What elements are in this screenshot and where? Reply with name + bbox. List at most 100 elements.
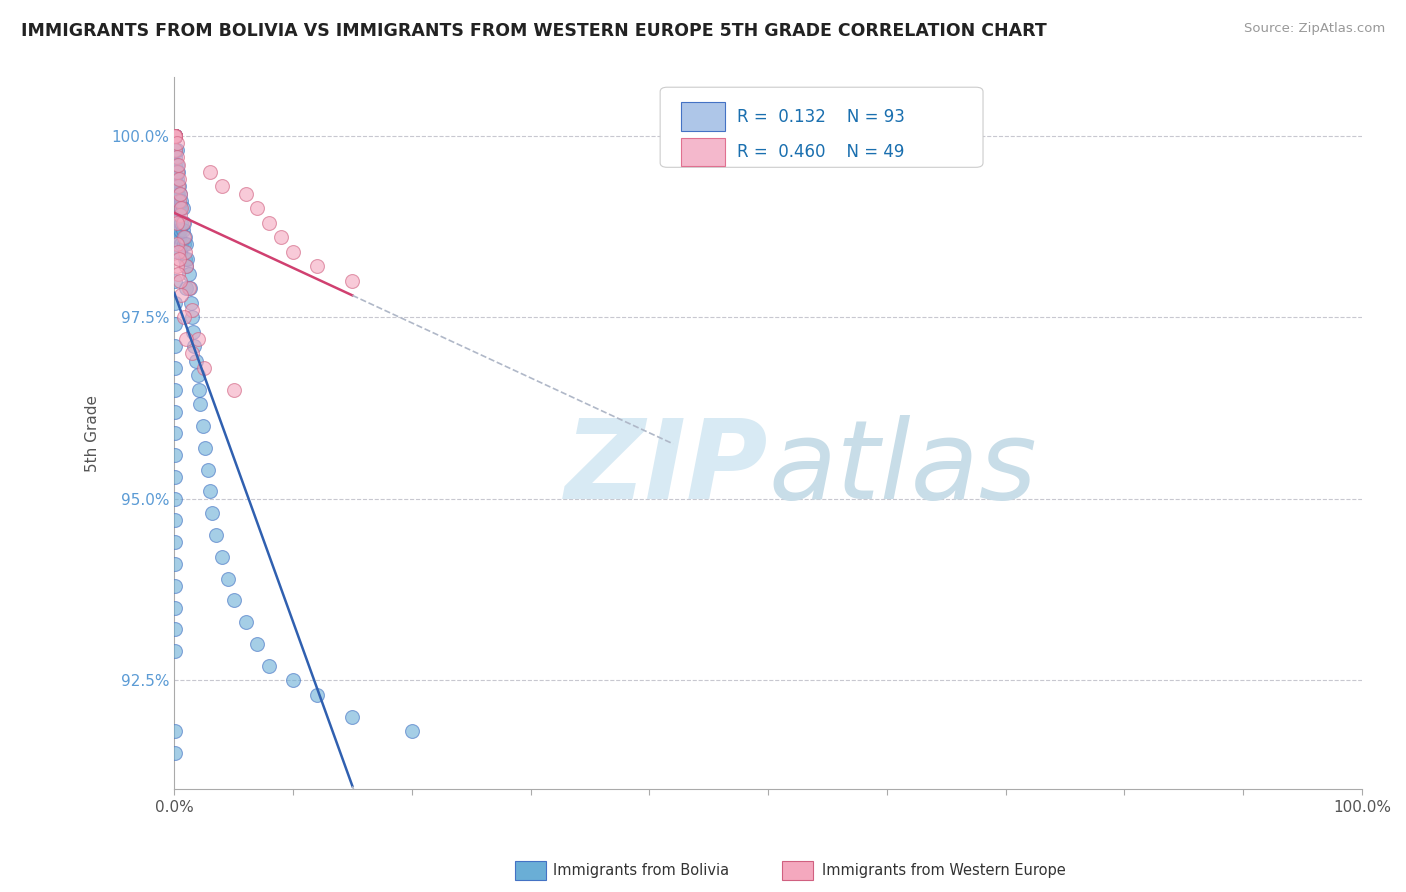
Point [246, 201, 269, 215]
Text: IMMIGRANTS FROM BOLIVIA VS IMMIGRANTS FROM WESTERN EUROPE 5TH GRADE CORRELATION : IMMIGRANTS FROM BOLIVIA VS IMMIGRANTS FR… [21, 22, 1047, 40]
Point [165, 295, 187, 310]
Point [181, 302, 204, 317]
Point [181, 310, 204, 324]
Point [165, 128, 187, 143]
Point [173, 310, 195, 324]
Point [184, 353, 207, 368]
Point [187, 368, 209, 383]
Point [165, 644, 187, 658]
Y-axis label: 5th Grade: 5th Grade [86, 395, 100, 472]
Point [170, 194, 193, 208]
Point [169, 201, 191, 215]
Point [165, 128, 187, 143]
Point [165, 426, 187, 441]
Point [165, 470, 187, 484]
Point [165, 128, 187, 143]
Point [165, 143, 187, 157]
Point [165, 179, 187, 194]
Point [166, 223, 188, 237]
Point [174, 244, 197, 259]
Point [198, 484, 221, 499]
Text: R =  0.132    N = 93: R = 0.132 N = 93 [737, 108, 905, 126]
Point [194, 441, 217, 455]
Point [174, 259, 197, 273]
Point [166, 158, 188, 172]
Point [187, 332, 209, 346]
Point [342, 274, 364, 288]
Point [165, 404, 187, 418]
Point [165, 128, 187, 143]
Point [174, 281, 197, 295]
Point [173, 230, 195, 244]
Text: Immigrants from Bolivia: Immigrants from Bolivia [553, 863, 730, 878]
Point [166, 165, 188, 179]
Point [165, 557, 187, 571]
Text: Source: ZipAtlas.com: Source: ZipAtlas.com [1244, 22, 1385, 36]
Point [190, 397, 212, 411]
Point [166, 143, 188, 157]
Point [166, 186, 188, 201]
Point [165, 318, 187, 332]
Point [165, 143, 187, 157]
Point [165, 128, 187, 143]
Point [222, 383, 245, 397]
Point [165, 491, 187, 506]
Point [165, 158, 187, 172]
Point [401, 724, 423, 739]
Point [165, 600, 187, 615]
Point [165, 172, 187, 186]
Point [165, 448, 187, 462]
Point [166, 230, 188, 244]
Point [165, 186, 187, 201]
Point [281, 244, 304, 259]
Point [166, 259, 188, 273]
Point [197, 462, 219, 476]
Point [176, 252, 198, 266]
Point [191, 419, 214, 434]
Point [246, 637, 269, 651]
Point [205, 528, 228, 542]
Point [165, 274, 187, 288]
Point [165, 128, 187, 143]
Point [174, 332, 197, 346]
Text: R =  0.460    N = 49: R = 0.460 N = 49 [737, 144, 904, 161]
Point [166, 201, 188, 215]
Point [170, 288, 193, 302]
Point [165, 128, 187, 143]
Point [165, 513, 187, 527]
Point [165, 360, 187, 375]
Point [180, 295, 202, 310]
Point [165, 150, 187, 164]
Point [169, 209, 191, 223]
Point [166, 158, 188, 172]
Point [177, 267, 200, 281]
Point [169, 274, 191, 288]
Point [198, 165, 221, 179]
Point [166, 179, 188, 194]
Point [167, 230, 190, 244]
Point [169, 223, 191, 237]
Point [165, 535, 187, 549]
Point [165, 201, 187, 215]
Point [167, 172, 190, 186]
Point [165, 128, 187, 143]
Point [235, 186, 257, 201]
Text: Immigrants from Western Europe: Immigrants from Western Europe [821, 863, 1066, 878]
Text: atlas: atlas [768, 416, 1036, 523]
Point [281, 673, 304, 688]
Point [166, 150, 188, 164]
Point [165, 128, 187, 143]
Point [166, 244, 188, 259]
Point [305, 259, 328, 273]
Point [165, 128, 187, 143]
Point [305, 688, 328, 702]
Point [166, 186, 188, 201]
Point [174, 259, 197, 273]
Point [222, 593, 245, 607]
Point [167, 179, 190, 194]
Point [173, 216, 195, 230]
Point [166, 237, 188, 252]
Point [165, 623, 187, 637]
Point [169, 244, 191, 259]
Point [217, 572, 239, 586]
